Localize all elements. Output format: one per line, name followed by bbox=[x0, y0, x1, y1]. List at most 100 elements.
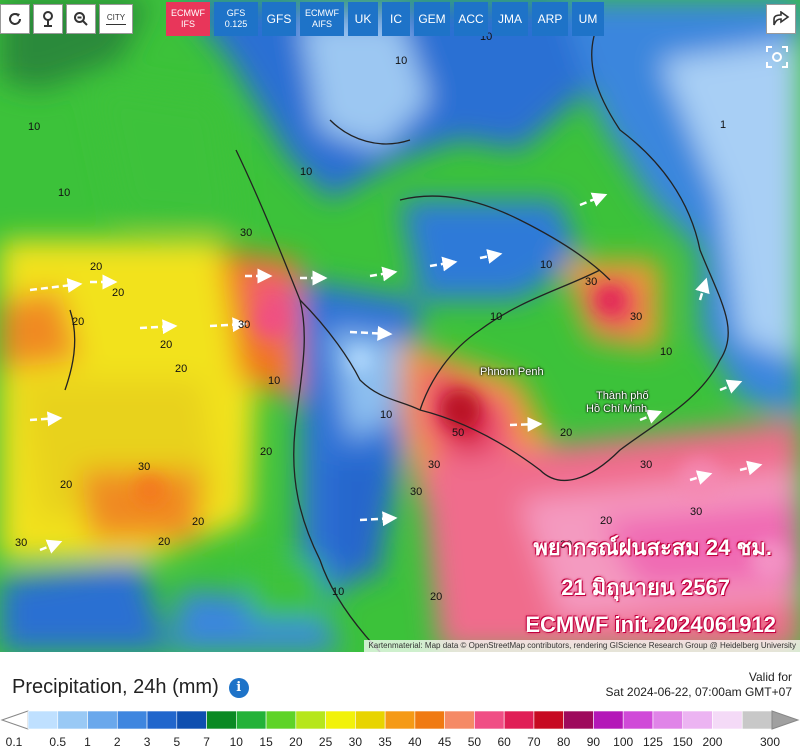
share-button[interactable] bbox=[766, 4, 796, 34]
scan-icon bbox=[766, 46, 788, 68]
scale-bin bbox=[474, 710, 505, 730]
overlay-forecast-date: 21 มิถุนายน 2567 bbox=[561, 575, 730, 600]
legend-title: Precipitation, 24h (mm) bbox=[12, 676, 219, 698]
svg-text:20: 20 bbox=[60, 479, 72, 491]
place-thanh-pho: Thành phố bbox=[596, 390, 649, 402]
precipitation-map[interactable]: 10 10 20 20 20 30 20 20 30 20 20 20 20 10 30 10 30 5… bbox=[0, 0, 800, 652]
scale-tick-label: 45 bbox=[437, 735, 452, 749]
scale-bin bbox=[176, 710, 207, 730]
scale-bin bbox=[146, 710, 178, 730]
city-toggle-button[interactable]: CITY bbox=[99, 4, 133, 34]
scale-tick-label: 10 bbox=[229, 735, 243, 749]
scale-tick-label: 30 bbox=[348, 735, 363, 749]
svg-text:30: 30 bbox=[585, 276, 597, 288]
svg-text:10: 10 bbox=[380, 409, 392, 421]
scale-tick-label: 100 bbox=[613, 735, 634, 749]
wind-arrows bbox=[29, 192, 763, 554]
svg-text:30: 30 bbox=[428, 459, 440, 471]
scale-bin bbox=[236, 710, 267, 730]
model-uk[interactable]: UK bbox=[348, 2, 378, 36]
model-selector[interactable]: ECMWF IFS GFS 0.125 GFS ECMWF AIFS UK IC GE… bbox=[166, 2, 604, 36]
svg-text:30: 30 bbox=[238, 319, 250, 331]
svg-text:30: 30 bbox=[240, 227, 252, 239]
model-gfs[interactable]: GFS bbox=[262, 2, 296, 36]
scale-bin bbox=[503, 710, 535, 730]
scale-bin bbox=[57, 710, 88, 730]
scale-tick-label: 0.5 bbox=[49, 735, 67, 749]
model-gem[interactable]: GEM bbox=[414, 2, 450, 36]
place-ho-chi-minh: Hồ Chí Minh bbox=[586, 403, 648, 415]
svg-text:30: 30 bbox=[640, 459, 652, 471]
scan-button[interactable] bbox=[764, 44, 790, 70]
svg-text:10: 10 bbox=[28, 121, 40, 133]
model-ecmwf-aifs[interactable]: ECMWF AIFS bbox=[300, 2, 344, 36]
scale-tick-label: 60 bbox=[497, 735, 511, 749]
model-um[interactable]: UM bbox=[572, 2, 604, 36]
model-gfs-0125[interactable]: GFS 0.125 bbox=[214, 2, 258, 36]
borders bbox=[64, 19, 729, 652]
svg-text:30: 30 bbox=[560, 539, 572, 551]
scale-tick-label: 5 bbox=[173, 735, 181, 749]
scale-bin bbox=[355, 710, 386, 730]
scale-bin bbox=[741, 710, 773, 730]
model-ic[interactable]: IC bbox=[382, 2, 410, 36]
model-arp[interactable]: ARP bbox=[532, 2, 568, 36]
refresh-button[interactable] bbox=[0, 4, 30, 34]
scale-bin bbox=[265, 710, 297, 730]
location-pin-icon bbox=[43, 11, 53, 27]
scale-tick-label: 200 bbox=[702, 735, 723, 749]
scale-tick-label: 15 bbox=[259, 735, 273, 749]
svg-text:30: 30 bbox=[690, 506, 702, 518]
scale-tick-label: 0.1 bbox=[5, 735, 23, 749]
svg-text:10: 10 bbox=[395, 55, 407, 67]
location-button[interactable] bbox=[33, 4, 63, 34]
svg-text:10: 10 bbox=[332, 586, 344, 598]
scale-tick-label: 7 bbox=[203, 735, 210, 749]
overlay-forecast-title: พยากรณ์ฝนสะสม 24 ชม. bbox=[533, 535, 772, 560]
svg-text:20: 20 bbox=[175, 363, 187, 375]
valid-time: Valid for Sat 2024-06-22, 07:00am GMT+07 bbox=[606, 670, 792, 700]
svg-text:50: 50 bbox=[452, 427, 464, 439]
valid-label: Valid for bbox=[748, 670, 792, 684]
scale-bin bbox=[325, 710, 356, 730]
svg-text:10: 10 bbox=[268, 375, 280, 387]
model-jma[interactable]: JMA bbox=[492, 2, 528, 36]
scale-tick-label: 20 bbox=[289, 735, 303, 749]
scale-tick-label: 1 bbox=[84, 735, 91, 749]
refresh-icon bbox=[9, 13, 21, 25]
scale-bin bbox=[563, 710, 594, 730]
model-ecmwf-ifs[interactable]: ECMWF IFS bbox=[166, 2, 210, 36]
scale-arrow-high bbox=[771, 710, 800, 730]
color-scale bbox=[0, 710, 800, 730]
place-phnom-penh: Phnom Penh bbox=[480, 366, 544, 378]
scale-bin bbox=[444, 710, 475, 730]
scale-bin bbox=[87, 710, 118, 730]
scale-tick-label: 35 bbox=[378, 735, 392, 749]
scale-arrow-low bbox=[0, 710, 29, 730]
scale-bin bbox=[593, 710, 624, 730]
overlay-model-init: ECMWF init.2024061912 bbox=[525, 612, 776, 637]
svg-text:20: 20 bbox=[72, 316, 84, 328]
scale-tick-label: 150 bbox=[672, 735, 693, 749]
svg-text:10: 10 bbox=[490, 311, 502, 323]
scale-tick-label: 300 bbox=[759, 735, 781, 749]
scale-tick-label: 40 bbox=[408, 735, 422, 749]
zoom-out-button[interactable] bbox=[66, 4, 96, 34]
scale-bin bbox=[295, 710, 326, 730]
share-icon bbox=[773, 11, 790, 26]
svg-text:10: 10 bbox=[660, 346, 672, 358]
scale-tick-label: 2 bbox=[113, 735, 121, 749]
scale-bin bbox=[533, 710, 564, 730]
svg-text:30: 30 bbox=[410, 486, 422, 498]
scale-tick-label: 125 bbox=[642, 735, 663, 749]
scale-tick-label: 3 bbox=[143, 735, 151, 749]
legend-title-row: Precipitation, 24h (mm) i bbox=[12, 676, 249, 699]
scale-bin bbox=[27, 710, 59, 730]
info-icon[interactable]: i bbox=[228, 677, 249, 698]
model-acc[interactable]: ACC bbox=[454, 2, 488, 36]
svg-text:20: 20 bbox=[158, 536, 170, 548]
scale-tick-label: 80 bbox=[556, 735, 571, 749]
